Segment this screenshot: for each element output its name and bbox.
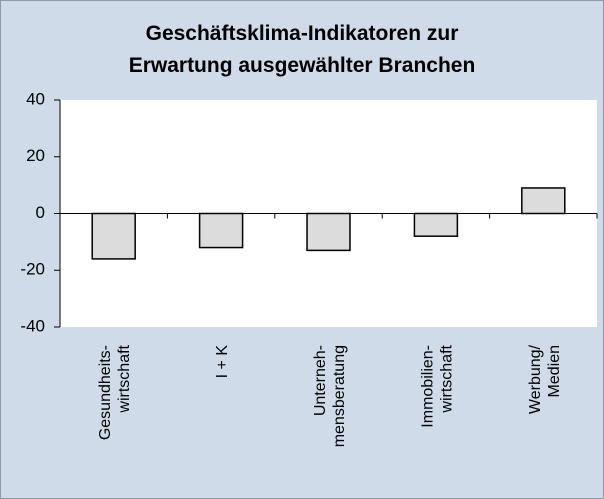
x-tick-label: I + K — [214, 345, 231, 379]
chart-title: Geschäftsklima-Indikatoren zur Erwartung … — [129, 22, 476, 77]
y-tick-label: -40 — [20, 316, 45, 335]
x-tick-label: Immobilien-wirtschaft — [419, 344, 455, 427]
bar — [521, 187, 566, 215]
text-line: Gesundheits- — [97, 345, 114, 440]
text-line: Unterneh- — [312, 345, 329, 416]
text-line: Erwartung ausgewählter Branchen — [129, 54, 476, 77]
text-line: mensberatung — [331, 345, 348, 447]
bar — [306, 212, 351, 252]
x-tick-label: Werbung/Medien — [527, 344, 563, 414]
bar — [91, 212, 136, 260]
bar — [198, 212, 244, 249]
text-line: I + K — [214, 345, 231, 379]
text-line: Immobilien- — [419, 345, 436, 428]
bar — [413, 212, 459, 237]
text-line: Geschäftsklima-Indikatoren zur — [146, 22, 459, 45]
x-tick-label: Unterneh-mensberatung — [312, 345, 348, 447]
x-tick-label: Gesundheits-wirtschaft — [97, 344, 133, 440]
text-line: wirtschaft — [116, 344, 133, 413]
y-tick-label: -20 — [20, 260, 45, 279]
text-line: wirtschaft — [438, 344, 455, 413]
y-tick-label: 20 — [26, 146, 45, 165]
y-tick-label: 40 — [26, 89, 45, 108]
text-line: Medien — [546, 345, 563, 397]
y-tick-label: 0 — [36, 203, 45, 222]
text-line: Werbung/ — [527, 344, 544, 414]
